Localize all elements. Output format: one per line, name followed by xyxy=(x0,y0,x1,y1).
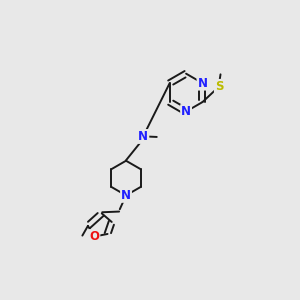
Text: N: N xyxy=(138,130,148,143)
Text: N: N xyxy=(121,189,131,202)
Text: S: S xyxy=(215,80,224,93)
Text: O: O xyxy=(89,230,99,243)
Text: N: N xyxy=(197,76,208,90)
Text: N: N xyxy=(181,105,191,118)
